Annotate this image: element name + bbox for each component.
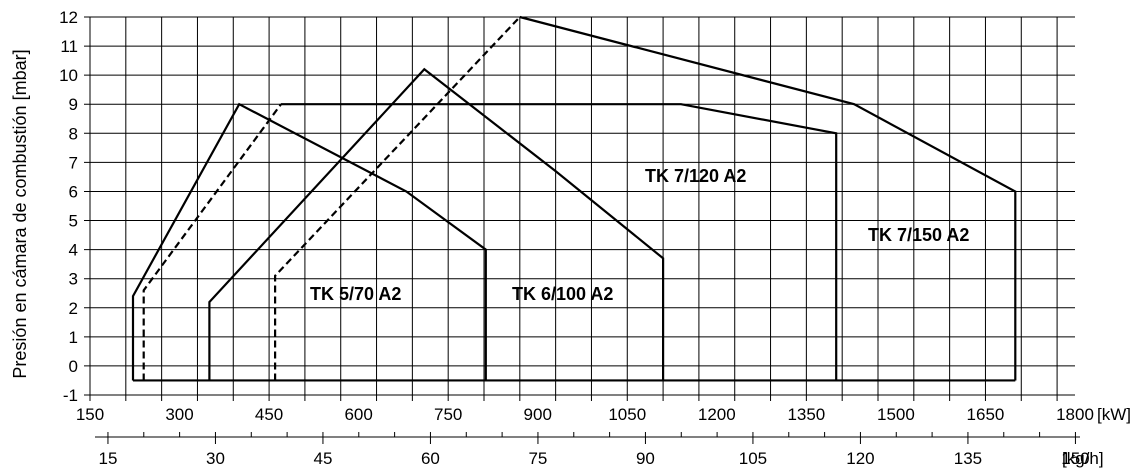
x-tick-label: 1050	[608, 405, 646, 424]
x-tick-label: 1800	[1056, 405, 1094, 424]
grid	[84, 16, 1075, 401]
y-tick-label: 10	[59, 66, 78, 85]
x2-tick-label: 105	[739, 449, 767, 468]
x2-tick-label: 30	[206, 449, 225, 468]
x-tick-label: 150	[76, 405, 104, 424]
series-labels: TK 5/70 A2 TK 6/100 A2 TK 7/120 A2 TK 7/150…	[310, 166, 969, 304]
series-label-2: TK 6/100 A2	[512, 284, 613, 304]
x-tick-label: 1650	[967, 405, 1005, 424]
y-tick-label: 11	[60, 37, 78, 56]
x2-tick-label: 135	[954, 449, 982, 468]
x-tick-label: 900	[524, 405, 552, 424]
x-tick-label: 600	[344, 405, 372, 424]
y-axis-title: Presión en cámara de combustión [mbar]	[10, 49, 30, 378]
y-tick-label: 7	[69, 153, 78, 172]
x-tick-label: 300	[165, 405, 193, 424]
y-tick-label: -1	[63, 386, 78, 405]
y-tick-label: 9	[69, 95, 78, 114]
x-tick-label: 450	[255, 405, 283, 424]
x-tick-label: 1500	[877, 405, 915, 424]
x2-tick-label: 90	[636, 449, 655, 468]
y-tick-label: 6	[69, 182, 78, 201]
x2-tick-label: 45	[313, 449, 332, 468]
x2-axis-unit: [kg/h]	[1062, 449, 1104, 468]
series-dashed-line-2	[274, 16, 521, 381]
series-line-2	[208, 67, 665, 381]
x-tick-label: 750	[434, 405, 462, 424]
x2-tick-label: 75	[528, 449, 547, 468]
y-tick-label: 8	[69, 124, 78, 143]
series-label-1: TK 5/70 A2	[310, 284, 401, 304]
x2-tick-label: 150	[1061, 449, 1089, 468]
x2-tick-label: 120	[846, 449, 874, 468]
series-label-3: TK 7/120 A2	[645, 166, 746, 186]
series-line-3	[281, 103, 838, 381]
series-line-1	[131, 102, 487, 381]
y-tick-label: 2	[69, 299, 78, 318]
y-tick-label: 3	[69, 270, 78, 289]
y-tick-label: 4	[69, 241, 78, 260]
series-label-4: TK 7/150 A2	[868, 225, 969, 245]
y-tick-label: 0	[69, 357, 78, 376]
series-dashed-line-1	[142, 103, 282, 381]
y-tick-label: 1	[69, 328, 78, 347]
x-axis-unit: [kW]	[1097, 405, 1131, 424]
series-line-4	[519, 15, 1017, 381]
x-tick-label: 1350	[787, 405, 825, 424]
series-curves	[131, 15, 1017, 382]
y-tick-label: 12	[59, 8, 78, 27]
x-tick-label: 1200	[698, 405, 736, 424]
x2-tick-label: 60	[421, 449, 440, 468]
y-tick-label: 5	[69, 212, 78, 231]
x2-tick-label: 15	[98, 449, 117, 468]
